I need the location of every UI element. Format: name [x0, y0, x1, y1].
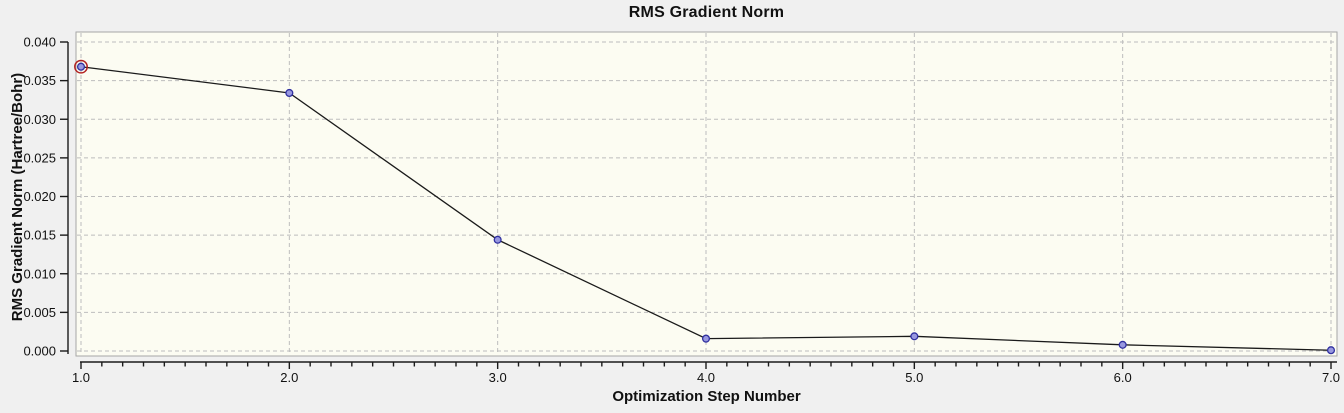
x-tick-label: 7.0 — [1322, 370, 1340, 385]
data-point-marker[interactable] — [910, 332, 919, 341]
y-tick-label: 0.025 — [23, 150, 56, 165]
x-axis-title: Optimization Step Number — [612, 388, 801, 405]
y-tick-label: 0.040 — [23, 35, 56, 50]
y-tick-label: 0.015 — [23, 228, 56, 243]
x-tick-label: 6.0 — [1114, 370, 1132, 385]
data-point-marker[interactable] — [76, 62, 86, 71]
selected-point-ring — [74, 59, 88, 74]
data-point-marker[interactable] — [1118, 340, 1127, 349]
x-tick-label: 2.0 — [280, 370, 298, 385]
data-point-marker[interactable] — [285, 88, 294, 98]
y-tick-label: 0.005 — [23, 305, 56, 320]
x-tick-label: 4.0 — [697, 370, 715, 385]
x-tick-label: 5.0 — [905, 370, 923, 385]
y-tick-label: 0.030 — [23, 112, 56, 127]
x-tick-label: 3.0 — [489, 370, 507, 385]
data-point-marker[interactable] — [493, 235, 502, 244]
chart-title: RMS Gradient Norm — [628, 4, 785, 21]
y-tick-label: 0.010 — [23, 266, 56, 281]
x-tick-label: 1.0 — [72, 370, 90, 385]
data-point-marker[interactable] — [701, 334, 711, 343]
y-tick-label: 0.020 — [23, 189, 56, 204]
data-point-marker[interactable] — [1326, 346, 1336, 355]
y-tick-label: 0.000 — [23, 344, 56, 359]
y-tick-label: 0.035 — [23, 73, 56, 88]
y-axis-title: RMS Gradient Norm (Hartree/Bohr) — [9, 72, 26, 322]
